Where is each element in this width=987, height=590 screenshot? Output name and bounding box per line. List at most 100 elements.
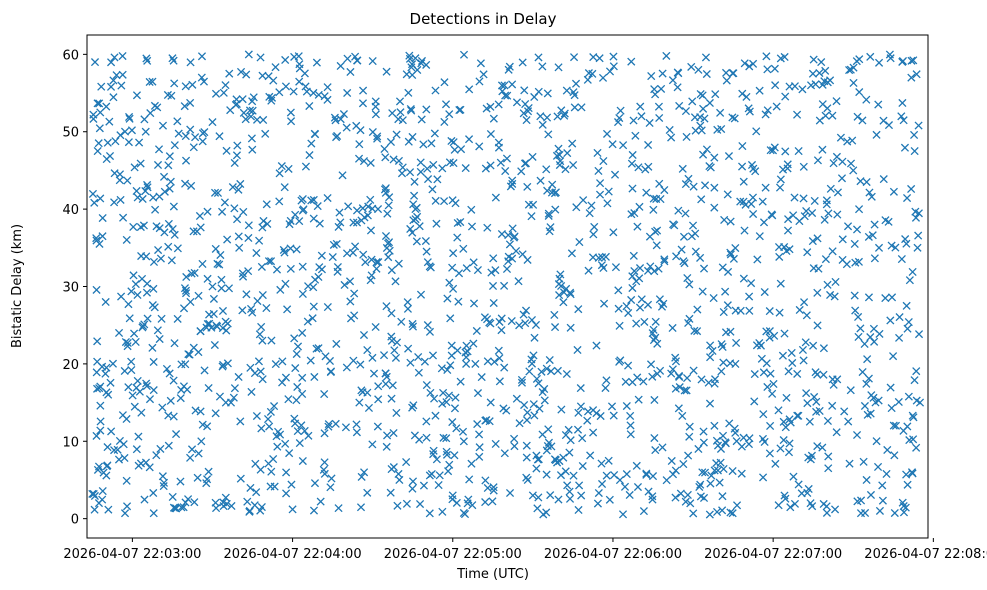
scatter-point xyxy=(368,440,377,449)
scatter-point xyxy=(442,434,451,443)
scatter-point xyxy=(284,164,293,173)
scatter-point xyxy=(242,290,251,299)
scatter-point xyxy=(721,68,731,77)
scatter-point xyxy=(414,353,423,362)
scatter-point xyxy=(186,125,195,134)
scatter-point xyxy=(359,250,368,259)
scatter-point xyxy=(154,145,164,154)
scatter-point xyxy=(778,351,787,360)
scatter-point xyxy=(103,138,112,147)
scatter-point xyxy=(204,467,213,476)
scatter-point xyxy=(609,411,618,420)
scatter-point xyxy=(600,299,609,308)
scatter-point xyxy=(655,113,664,123)
scatter-point xyxy=(289,87,298,96)
scatter-point xyxy=(868,231,877,240)
scatter-point xyxy=(802,389,811,398)
scatter-point xyxy=(333,267,342,276)
scatter-point xyxy=(615,321,624,330)
scatter-point xyxy=(256,53,265,62)
scatter-point xyxy=(226,398,236,407)
scatter-point xyxy=(886,316,895,325)
scatter-point xyxy=(578,434,587,443)
scatter-point xyxy=(810,392,819,402)
scatter-point xyxy=(326,367,335,377)
scatter-point xyxy=(359,86,368,95)
scatter-point xyxy=(501,91,510,100)
scatter-point xyxy=(142,288,151,297)
scatter-point xyxy=(200,366,209,375)
scatter-point xyxy=(373,132,382,141)
scatter-point xyxy=(618,510,628,519)
scatter-point xyxy=(622,470,631,479)
scatter-point xyxy=(422,417,431,426)
scatter-point xyxy=(143,279,152,288)
scatter-point xyxy=(830,505,840,514)
scatter-point xyxy=(316,497,325,506)
scatter-point xyxy=(721,328,731,337)
scatter-point xyxy=(688,221,698,230)
scatter-point xyxy=(785,439,794,448)
scatter-point xyxy=(193,473,202,482)
scatter-point xyxy=(808,208,817,218)
x-tick-label: 2026-04-07 22:07:00 xyxy=(704,547,842,562)
scatter-point xyxy=(562,86,571,95)
scatter-point xyxy=(308,314,317,323)
scatter-point xyxy=(822,196,831,205)
scatter-point xyxy=(765,307,774,316)
scatter-point xyxy=(803,248,812,257)
scatter-point xyxy=(860,339,869,349)
scatter-point xyxy=(270,482,279,491)
scatter-point xyxy=(364,403,374,413)
scatter-point xyxy=(806,81,816,90)
scatter-point xyxy=(239,207,248,216)
scatter-point xyxy=(291,364,300,373)
scatter-point xyxy=(382,302,391,311)
scatter-point xyxy=(352,428,361,437)
scatter-point xyxy=(505,240,514,249)
scatter-point xyxy=(555,291,564,300)
scatter-point xyxy=(346,297,355,306)
scatter-point xyxy=(496,158,505,167)
scatter-point xyxy=(624,361,633,370)
scatter-point xyxy=(644,140,653,150)
scatter-point xyxy=(812,397,821,406)
scatter-point xyxy=(149,193,158,202)
scatter-point xyxy=(833,210,842,219)
scatter-point xyxy=(879,116,888,125)
scatter-point xyxy=(522,116,531,125)
scatter-point xyxy=(909,413,918,422)
scatter-point xyxy=(583,407,593,416)
scatter-point xyxy=(717,367,726,376)
scatter-point xyxy=(637,112,646,121)
scatter-point xyxy=(795,305,804,315)
scatter-point xyxy=(685,422,694,431)
scatter-point xyxy=(823,280,832,289)
scatter-point xyxy=(309,506,319,515)
scatter-point xyxy=(874,100,883,109)
scatter-point xyxy=(149,386,158,395)
scatter-point xyxy=(402,458,411,467)
scatter-point xyxy=(641,165,650,174)
scatter-point xyxy=(856,324,865,333)
scatter-point xyxy=(718,506,727,515)
scatter-point xyxy=(866,52,875,61)
scatter-point xyxy=(145,463,154,472)
scatter-point xyxy=(898,57,908,66)
scatter-point xyxy=(786,503,795,512)
scatter-point xyxy=(230,158,239,168)
scatter-point xyxy=(307,139,316,148)
scatter-point xyxy=(488,281,498,291)
scatter-point xyxy=(681,107,691,116)
scatter-point xyxy=(483,357,492,366)
scatter-point xyxy=(544,209,553,218)
scatter-point xyxy=(129,271,138,280)
scatter-point xyxy=(899,508,909,517)
scatter-point xyxy=(172,430,181,439)
scatter-point xyxy=(687,232,696,241)
scatter-point xyxy=(412,237,421,246)
scatter-point xyxy=(844,417,853,426)
scatter-point xyxy=(718,263,727,272)
scatter-point xyxy=(382,442,391,451)
